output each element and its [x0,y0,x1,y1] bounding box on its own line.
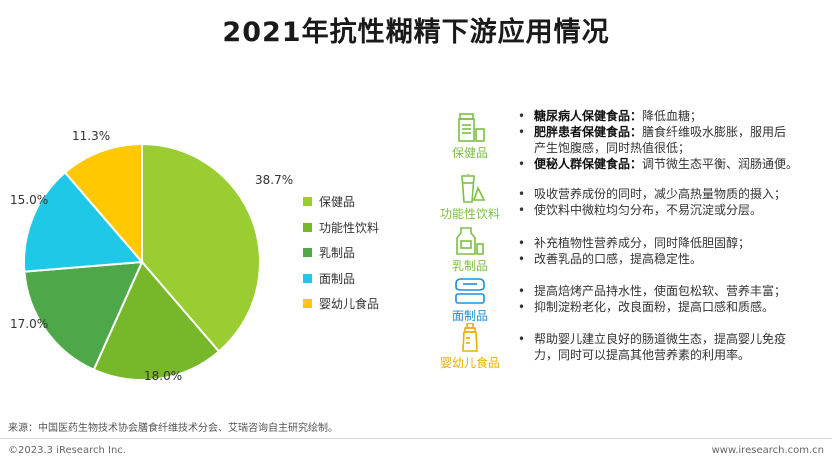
category-label: 乳制品 [451,259,488,273]
dairy-icon [456,227,484,255]
description-text: 补充植物性营养成分，同时降低胆固醇； [534,236,751,250]
category-label: 功能性饮料 [439,207,500,221]
baby-bottle-icon [462,323,478,352]
description-text: 降低血糖； [642,109,703,123]
category-dairy: 乳制品 [427,226,513,274]
description-text: 使饮料中微粒均匀分布，不易沉淀或分层。 [534,203,763,217]
legend-label: 面制品 [319,271,356,286]
legend-swatch [303,273,312,283]
functional-drink-icon [461,174,486,203]
legend-swatch [303,222,312,232]
description-text: 调节微生态平衡、润肠通便。 [642,157,799,171]
description-text: 帮助婴儿建立良好的肠道微生态，提高婴儿免疫 [534,332,787,346]
category-health: 保健品 [427,113,513,161]
pie-slice-4 [63,142,143,265]
data-label-0: 38.7% [255,173,294,187]
description-term: 肥胖患者保健食品： [534,125,643,139]
pie-chart [23,142,261,380]
description-text: 力，同时可以提高其他营养素的利用率。 [534,348,751,362]
category-flour: 面制品 [427,276,513,324]
description-health: • 糖尿病人保健食品：降低血糖； • 肥胖患者保健食品：膳食纤维吸水膨胀，服用后 产… [518,108,812,172]
pie-slice-2 [23,260,144,372]
category-drink: 功能性饮料 [427,174,513,222]
legend-swatch [303,299,312,309]
description-drink: • 吸收营养成份的同时，减少高热量物质的摄入； • 使饮料中微粒均匀分布，不易沉淀或… [518,186,812,218]
copyright: ©2023.3 iResearch Inc. [8,445,126,456]
source-note: 来源：中国医药生物技术协会膳食纤维技术分会、艾瑞咨询自主研究绘制。 [8,423,338,434]
description-text: 改善乳品的口感，提高稳定性。 [534,252,703,266]
description-dairy: • 补充植物性营养成分，同时降低胆固醇； • 改善乳品的口感，提高稳定性。 [518,235,812,267]
legend-item: 功能性饮料 [303,215,379,241]
website-link[interactable]: www.iresearch.com.cn [711,445,824,456]
chart-legend: 保健品 功能性饮料 乳制品 面制品 婴幼儿食品 [303,189,379,317]
pie-slice-0 [141,142,261,353]
data-label-1: 18.0% [144,369,183,383]
data-label-3: 15.0% [10,193,49,207]
description-term: 便秘人群保健食品： [534,157,643,171]
legend-swatch [303,248,312,258]
footer-divider [0,438,832,439]
description-text: 产生饱腹感，同时热值很低； [534,141,691,155]
legend-label: 婴幼儿食品 [319,297,380,312]
category-label: 面制品 [451,309,488,323]
legend-item: 婴幼儿食品 [303,291,379,317]
legend-label: 功能性饮料 [319,220,380,235]
legend-item: 乳制品 [303,240,379,266]
health-product-icon [458,113,485,142]
description-text: 抑制淀粉老化，改良面粉，提高口感和质感。 [534,300,775,314]
description-term: 糖尿病人保健食品： [534,109,643,123]
description-text: 吸收营养成份的同时，减少高热量物质的摄入； [534,187,787,201]
category-label: 婴幼儿食品 [439,356,500,370]
legend-label: 乳制品 [319,246,356,261]
legend-item: 面制品 [303,266,379,292]
data-label-4: 11.3% [72,129,111,143]
pie-slice-3 [23,171,145,273]
description-text: 膳食纤维吸水膨胀，服用后 [642,125,787,139]
description-flour: • 提高焙烤产品持水性，使面包松软、营养丰富； • 抑制淀粉老化，改良面粉，提高口感… [518,283,812,315]
category-baby: 婴幼儿食品 [427,323,513,371]
category-label: 保健品 [451,146,488,160]
description-text: 提高焙烤产品持水性，使面包松软、营养丰富； [534,284,787,298]
legend-swatch [303,197,312,207]
data-label-2: 17.0% [10,317,49,331]
pie-slice-1 [92,260,221,380]
legend-item: 保健品 [303,189,379,215]
description-baby: • 帮助婴儿建立良好的肠道微生态，提高婴儿免疫 力，同时可以提高其他营养素的利用率… [518,331,812,363]
legend-label: 保健品 [319,195,356,210]
page-title: 2021年抗性糊精下游应用情况 [222,17,610,48]
flour-product-icon [455,278,485,304]
